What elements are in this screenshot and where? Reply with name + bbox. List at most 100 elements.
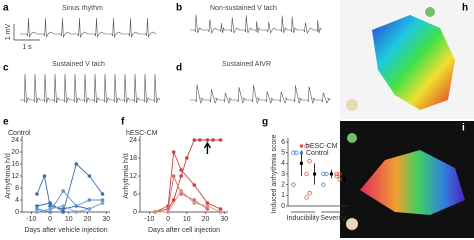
panel-label: e bbox=[3, 117, 9, 128]
x-tick-label: 0 bbox=[166, 216, 170, 223]
data-point bbox=[35, 210, 39, 214]
y-tick-label: 0 bbox=[15, 209, 19, 216]
x-tick-label: 20 bbox=[202, 216, 210, 223]
ecg-trace bbox=[190, 14, 322, 35]
panel-label: f bbox=[121, 117, 125, 128]
chart-title: hESC-CM bbox=[126, 130, 158, 137]
y-axis-label: Arrhythmia h/d bbox=[123, 153, 130, 199]
data-point bbox=[35, 204, 39, 208]
y-tick-label: 16 bbox=[11, 161, 19, 168]
data-point bbox=[304, 195, 309, 200]
data-point bbox=[205, 138, 210, 142]
x-tick-label: 10 bbox=[65, 216, 73, 223]
series-line bbox=[36, 190, 103, 213]
data-point bbox=[334, 173, 339, 179]
data-point bbox=[192, 198, 197, 202]
data-point bbox=[185, 156, 189, 160]
data-point bbox=[87, 198, 92, 202]
y-tick-label: 6 bbox=[133, 191, 137, 198]
chart-title: Control bbox=[8, 130, 31, 137]
y-tick-label: 24 bbox=[129, 137, 137, 144]
panel-label: d bbox=[176, 63, 182, 74]
activation-map bbox=[372, 15, 455, 110]
y-axis-label: Arrhythmia h/d bbox=[5, 153, 12, 199]
x-tick-label: Severity bbox=[320, 215, 346, 222]
data-point bbox=[307, 191, 312, 196]
data-point bbox=[35, 192, 39, 196]
data-point bbox=[61, 204, 65, 208]
data-point bbox=[171, 150, 176, 154]
y-tick-label: 12 bbox=[11, 173, 19, 180]
data-point bbox=[218, 138, 223, 142]
data-point bbox=[48, 207, 52, 211]
data-point bbox=[179, 189, 183, 193]
data-point bbox=[192, 138, 197, 142]
data-point bbox=[87, 174, 92, 178]
orientation-icon bbox=[346, 99, 358, 111]
series-line bbox=[36, 163, 103, 213]
data-point bbox=[192, 183, 197, 187]
data-point bbox=[48, 204, 52, 208]
panel-label: b bbox=[176, 3, 182, 14]
x-tick-label: 30 bbox=[102, 216, 110, 223]
panel-h bbox=[340, 0, 474, 119]
y-tick-label: 6 bbox=[281, 139, 285, 146]
panel-label: h bbox=[462, 3, 468, 14]
series-line bbox=[36, 202, 103, 213]
activation-map bbox=[360, 150, 465, 215]
y-tick-label: 4 bbox=[281, 160, 285, 167]
data-point bbox=[304, 144, 309, 149]
y-tick-label: 4 bbox=[15, 197, 19, 204]
scale-label: 1 mV bbox=[5, 24, 12, 41]
x-axis-label: Days after cell injection bbox=[148, 227, 220, 234]
data-point bbox=[61, 210, 65, 214]
data-point bbox=[334, 171, 339, 177]
x-tick-label: 10 bbox=[183, 216, 191, 223]
series-line bbox=[154, 151, 221, 213]
x-tick-label: 0 bbox=[48, 216, 52, 223]
legend-label: hESC-CM bbox=[306, 143, 338, 150]
data-point bbox=[337, 177, 342, 182]
orientation-icon bbox=[346, 218, 358, 230]
data-point bbox=[35, 207, 39, 211]
x-axis-label: Days after vehicle injection bbox=[24, 227, 107, 234]
y-tick-label: 24 bbox=[11, 137, 19, 144]
trace-title: Sustained V tach bbox=[52, 61, 105, 68]
y-tick-label: 2 bbox=[281, 182, 285, 189]
data-point bbox=[166, 210, 170, 214]
data-point bbox=[153, 210, 157, 214]
x-tick-label: -10 bbox=[144, 216, 154, 223]
legend-swatch bbox=[300, 144, 303, 148]
x-tick-label: Inducibility bbox=[287, 215, 320, 222]
ecg-trace bbox=[190, 84, 331, 104]
data-point bbox=[87, 207, 92, 211]
mean-marker bbox=[313, 172, 317, 176]
orientation-icon bbox=[347, 133, 357, 143]
data-point bbox=[179, 168, 183, 172]
series-line bbox=[154, 139, 221, 213]
data-point bbox=[324, 171, 329, 177]
x-tick-label: -10 bbox=[26, 216, 36, 223]
data-point bbox=[211, 138, 215, 142]
data-point bbox=[218, 207, 223, 211]
data-point bbox=[74, 204, 79, 208]
x-tick-label: 30 bbox=[220, 216, 228, 223]
data-point bbox=[321, 171, 326, 177]
y-tick-label: 18 bbox=[129, 155, 137, 162]
data-point bbox=[218, 210, 223, 214]
trace-title: Sustained AIVR bbox=[222, 61, 271, 68]
data-point bbox=[100, 201, 105, 205]
data-point bbox=[198, 138, 202, 142]
panel-label: c bbox=[3, 63, 9, 74]
data-point bbox=[48, 201, 52, 205]
panel-label: g bbox=[262, 117, 268, 128]
y-tick-label: 1 bbox=[281, 192, 285, 199]
y-axis-label: Induced arrhythmia score bbox=[271, 134, 278, 213]
data-point bbox=[205, 204, 210, 208]
data-point bbox=[205, 207, 210, 211]
legend-label: Control bbox=[306, 150, 329, 157]
data-point bbox=[321, 182, 326, 187]
trace-title: Sinus rhythm bbox=[62, 5, 103, 12]
data-point bbox=[42, 174, 47, 178]
